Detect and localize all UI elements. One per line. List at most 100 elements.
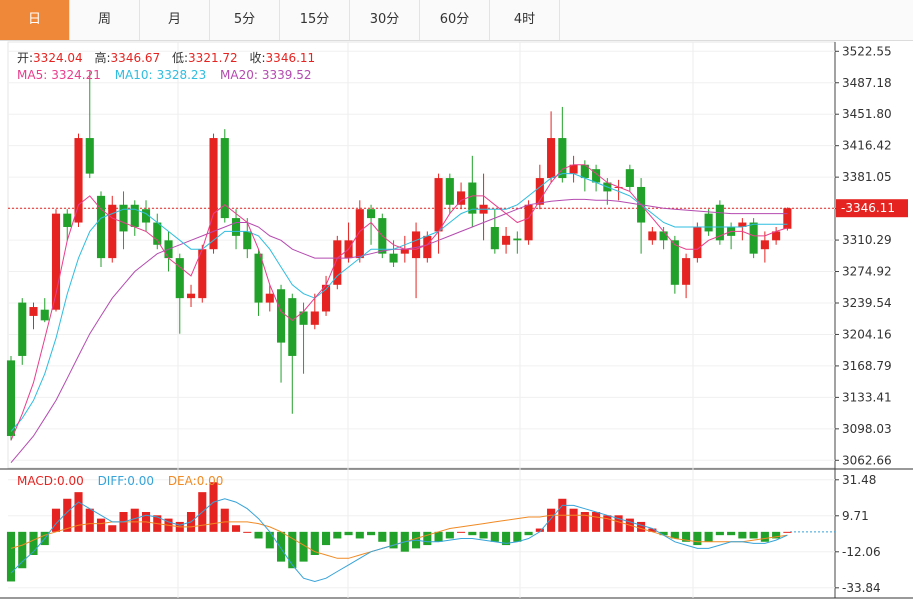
macd-bar xyxy=(524,531,533,536)
macd-bar xyxy=(231,525,241,532)
macd-bar xyxy=(468,531,477,536)
macd-tick-label: 31.48 xyxy=(842,473,876,487)
candle-body xyxy=(231,218,241,236)
tab-15min[interactable]: 15分 xyxy=(280,0,350,40)
candle-body xyxy=(153,222,162,245)
low-value: 3321.72 xyxy=(188,51,238,65)
moving-average-lines xyxy=(10,164,788,464)
candle-body xyxy=(648,231,657,241)
price-tick-label: 3062.66 xyxy=(842,453,892,467)
diff-line xyxy=(10,498,788,583)
candle-body xyxy=(569,164,578,174)
dea-label: DEA: xyxy=(168,474,197,488)
candle-body xyxy=(434,178,443,232)
ma10-value: 3328.23 xyxy=(157,68,207,82)
macd-bar xyxy=(344,531,353,536)
macd-bar xyxy=(423,531,432,546)
tab-week[interactable]: 周 xyxy=(70,0,140,40)
price-tick-label: 3239.54 xyxy=(842,296,892,310)
macd-bar xyxy=(389,531,398,549)
macd-bar xyxy=(659,531,668,536)
macd-bar xyxy=(288,531,297,569)
macd-bar xyxy=(670,531,679,539)
macd-bar xyxy=(63,498,72,532)
candle-body xyxy=(490,226,499,250)
close-label: 收: xyxy=(250,51,266,65)
candle-body xyxy=(18,302,27,356)
candle-body xyxy=(670,240,679,285)
ma-legend: MA5: 3324.21 MA10: 3328.23 MA20: 3339.52 xyxy=(17,68,312,82)
macd-label: MACD: xyxy=(17,474,57,488)
tab-4hour[interactable]: 4时 xyxy=(490,0,560,40)
macd-bar xyxy=(693,531,702,546)
macd-bar xyxy=(299,531,308,562)
candle-body xyxy=(321,284,331,312)
tab-60min[interactable]: 60分 xyxy=(420,0,490,40)
macd-bar xyxy=(603,515,612,532)
macd-bar xyxy=(445,531,454,539)
macd-tick-label: 9.71 xyxy=(842,509,869,523)
candle-body xyxy=(367,209,376,219)
candle-body xyxy=(265,293,274,303)
low-label: 低: xyxy=(172,51,188,65)
macd-bar xyxy=(310,531,319,555)
tab-month[interactable]: 月 xyxy=(140,0,210,40)
candle-body xyxy=(175,258,184,299)
price-tick-label: 3133.41 xyxy=(842,390,892,404)
candle-body xyxy=(96,195,106,259)
tab-30min[interactable]: 30分 xyxy=(350,0,420,40)
macd-bar xyxy=(108,525,117,532)
macd-legend: MACD:0.00 DIFF:0.00 DEA:0.00 xyxy=(17,474,223,488)
macd-bar xyxy=(535,528,544,532)
macd-bar xyxy=(637,521,646,532)
candle-body xyxy=(141,209,151,223)
macd-bar xyxy=(333,531,342,539)
macd-bar xyxy=(265,531,274,549)
macd-bar xyxy=(580,512,589,532)
macd-panel: 31.48 9.71 -12.06 -33.84 xyxy=(6,473,881,595)
candle-body xyxy=(186,293,196,299)
candle-body xyxy=(760,240,769,250)
ma5-value: 3324.21 xyxy=(51,68,101,82)
candle-body xyxy=(580,164,589,179)
candle-body xyxy=(547,138,556,179)
macd-bar xyxy=(29,531,38,555)
candle-body xyxy=(625,169,634,187)
candle-body xyxy=(6,360,16,436)
macd-bar xyxy=(772,531,781,539)
candle-body xyxy=(738,222,747,227)
candle-body xyxy=(40,309,49,321)
diff-label: DIFF: xyxy=(98,474,128,488)
candle-body xyxy=(389,253,398,263)
candle-body xyxy=(502,235,511,245)
candle-body xyxy=(209,138,218,250)
macd-bar xyxy=(760,531,769,542)
macd-tick-label: -33.84 xyxy=(842,581,881,595)
candle-body xyxy=(119,204,128,232)
ma5-line xyxy=(10,164,788,441)
candle-body xyxy=(423,235,432,259)
period-tab-bar: 日 周 月 5分 15分 30分 60分 4时 xyxy=(0,0,913,41)
price-tick-label: 3522.55 xyxy=(842,44,892,58)
macd-bar xyxy=(96,518,106,532)
tab-day[interactable]: 日 xyxy=(0,0,70,40)
price-tick-label: 3168.79 xyxy=(842,359,892,373)
ma10-label: MA10: xyxy=(115,68,153,82)
macd-bar xyxy=(209,482,218,532)
macd-bar xyxy=(367,531,376,536)
candle-body xyxy=(310,311,319,325)
macd-bar xyxy=(490,531,499,542)
candle-body xyxy=(276,289,286,343)
candle-body xyxy=(457,191,466,205)
grid-lines xyxy=(0,41,913,599)
macd-bar xyxy=(85,508,94,532)
tab-5min[interactable]: 5分 xyxy=(210,0,280,40)
candle-body xyxy=(333,240,342,285)
candle-body xyxy=(704,213,713,232)
candle-body xyxy=(130,204,139,227)
macd-bar xyxy=(74,492,83,532)
price-tick-label: 3451.80 xyxy=(842,107,892,121)
last-price-label: -3346.11 xyxy=(841,201,895,215)
candle-body xyxy=(749,222,758,254)
